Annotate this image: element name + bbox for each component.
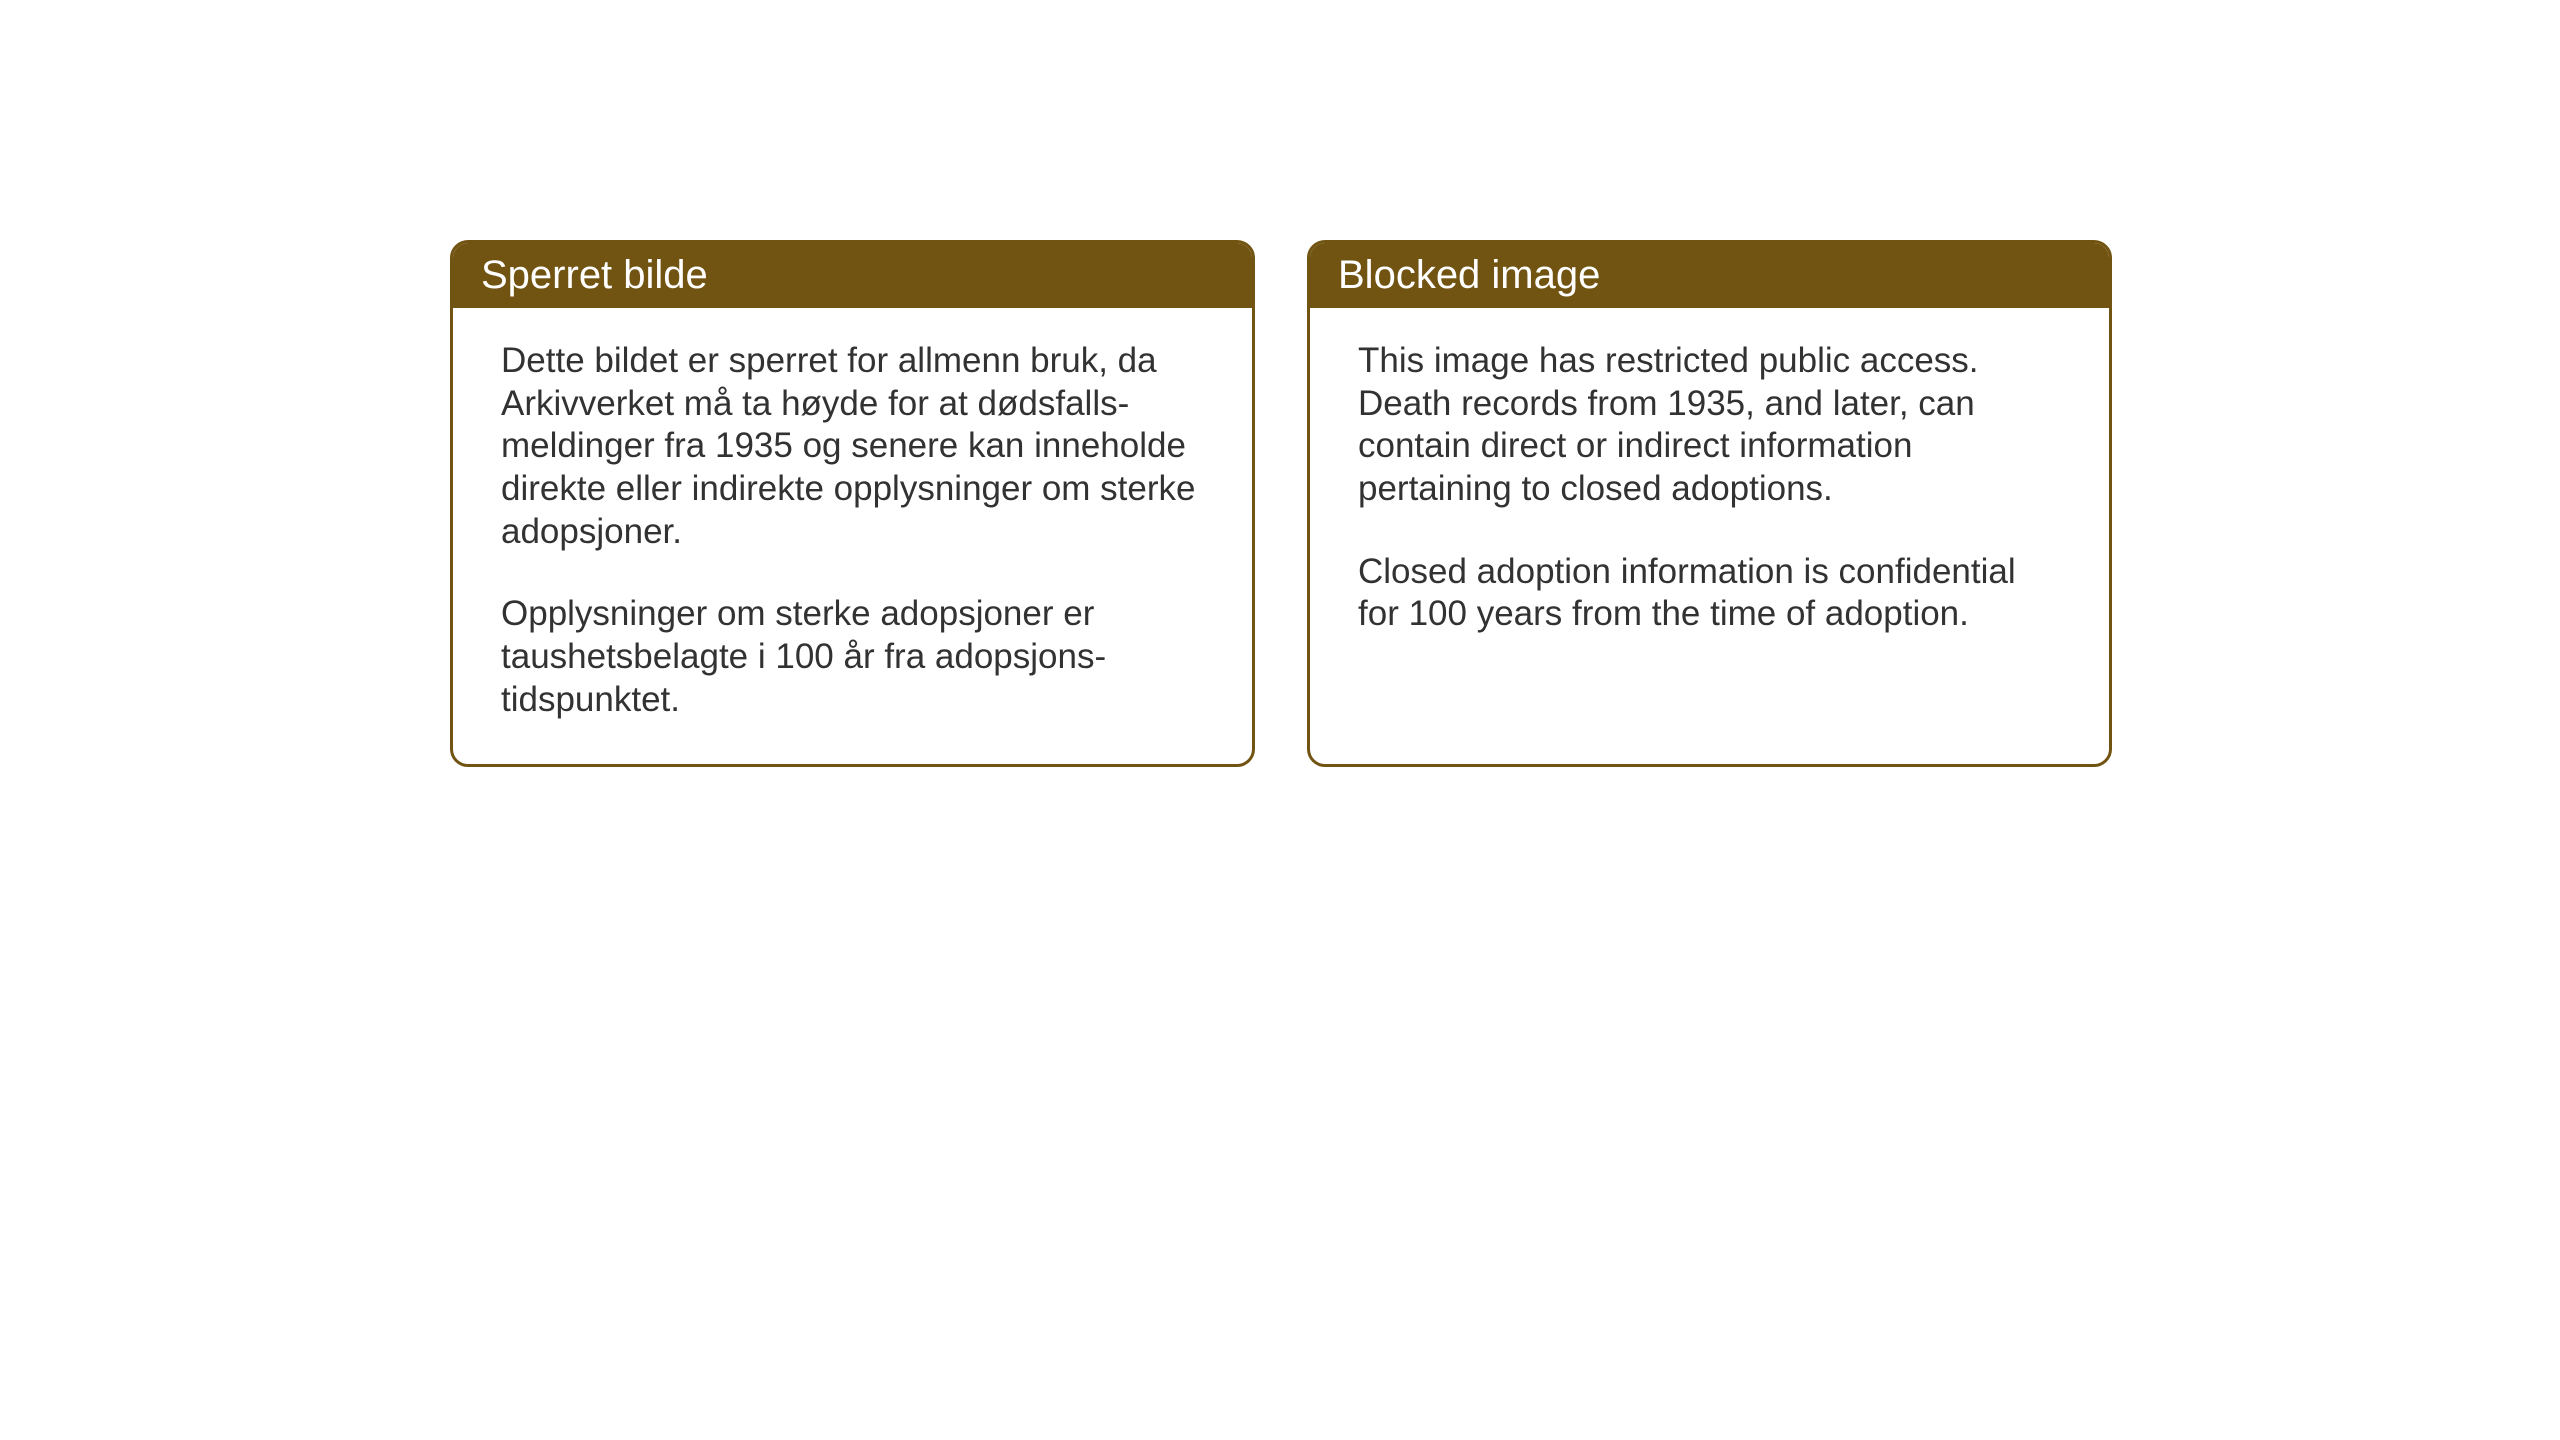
card-title-norwegian: Sperret bilde	[481, 253, 708, 297]
notice-card-norwegian: Sperret bilde Dette bildet er sperret fo…	[450, 240, 1255, 767]
card-paragraph-1-english: This image has restricted public access.…	[1358, 340, 2061, 511]
card-header-norwegian: Sperret bilde	[453, 243, 1252, 308]
card-paragraph-1-norwegian: Dette bildet er sperret for allmenn bruk…	[501, 340, 1204, 553]
card-body-norwegian: Dette bildet er sperret for allmenn bruk…	[453, 308, 1252, 764]
notice-container: Sperret bilde Dette bildet er sperret fo…	[450, 240, 2112, 767]
card-header-english: Blocked image	[1310, 243, 2109, 308]
card-paragraph-2-english: Closed adoption information is confident…	[1358, 551, 2061, 636]
card-title-english: Blocked image	[1338, 253, 1600, 297]
notice-card-english: Blocked image This image has restricted …	[1307, 240, 2112, 767]
card-body-english: This image has restricted public access.…	[1310, 308, 2109, 678]
card-paragraph-2-norwegian: Opplysninger om sterke adopsjoner er tau…	[501, 593, 1204, 721]
